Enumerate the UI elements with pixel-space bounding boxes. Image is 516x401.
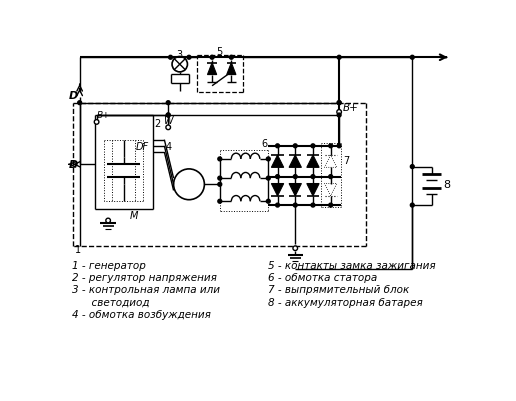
Text: 6 - обмотка статора: 6 - обмотка статора bbox=[267, 272, 377, 282]
Text: 7: 7 bbox=[343, 155, 349, 165]
Circle shape bbox=[218, 177, 222, 180]
Text: 2: 2 bbox=[154, 118, 160, 128]
Polygon shape bbox=[289, 184, 301, 196]
Circle shape bbox=[266, 200, 270, 204]
Circle shape bbox=[311, 204, 315, 207]
Circle shape bbox=[218, 183, 222, 187]
Text: M: M bbox=[130, 211, 138, 221]
Text: 2 - регулятор напряжения: 2 - регулятор напряжения bbox=[72, 272, 217, 282]
Circle shape bbox=[337, 101, 341, 105]
Polygon shape bbox=[271, 156, 284, 168]
Circle shape bbox=[337, 114, 341, 117]
Circle shape bbox=[337, 56, 341, 60]
Text: B+: B+ bbox=[342, 103, 358, 113]
Circle shape bbox=[410, 165, 414, 169]
Polygon shape bbox=[227, 63, 236, 75]
Circle shape bbox=[293, 175, 297, 179]
Text: светодиод: светодиод bbox=[72, 297, 150, 307]
Text: 1: 1 bbox=[75, 244, 81, 254]
Circle shape bbox=[410, 56, 414, 60]
Circle shape bbox=[266, 158, 270, 162]
Circle shape bbox=[329, 204, 333, 207]
Circle shape bbox=[169, 56, 172, 60]
Text: 5 - контакты замка зажигания: 5 - контакты замка зажигания bbox=[267, 260, 435, 270]
Polygon shape bbox=[289, 156, 301, 168]
Text: 8 - аккумуляторная батарея: 8 - аккумуляторная батарея bbox=[267, 297, 422, 307]
Text: 3: 3 bbox=[176, 50, 183, 60]
Circle shape bbox=[293, 246, 298, 251]
Circle shape bbox=[276, 175, 280, 179]
Circle shape bbox=[187, 56, 191, 60]
Circle shape bbox=[78, 101, 82, 105]
Circle shape bbox=[166, 101, 170, 105]
Text: 7 - выпрямительный блок: 7 - выпрямительный блок bbox=[267, 285, 409, 295]
Circle shape bbox=[94, 120, 99, 125]
Circle shape bbox=[337, 101, 341, 105]
Text: 6: 6 bbox=[262, 139, 267, 149]
Polygon shape bbox=[271, 184, 284, 196]
Circle shape bbox=[166, 126, 170, 130]
Circle shape bbox=[166, 114, 170, 117]
Circle shape bbox=[218, 200, 222, 204]
Text: 4: 4 bbox=[165, 142, 171, 152]
Circle shape bbox=[293, 204, 297, 207]
Circle shape bbox=[329, 175, 333, 179]
Text: 1 - генератор: 1 - генератор bbox=[72, 260, 146, 270]
Text: W: W bbox=[164, 115, 173, 125]
Text: 8: 8 bbox=[443, 180, 450, 190]
Circle shape bbox=[311, 175, 315, 179]
Circle shape bbox=[166, 114, 170, 117]
Text: B+: B+ bbox=[96, 110, 110, 119]
Circle shape bbox=[329, 144, 333, 148]
Text: DF: DF bbox=[136, 142, 149, 152]
Text: 3 - контрольная лампа или: 3 - контрольная лампа или bbox=[72, 285, 220, 295]
Circle shape bbox=[106, 219, 110, 223]
Circle shape bbox=[337, 144, 341, 148]
Circle shape bbox=[276, 204, 280, 207]
Circle shape bbox=[218, 158, 222, 162]
Circle shape bbox=[276, 144, 280, 148]
Circle shape bbox=[311, 144, 315, 148]
Circle shape bbox=[410, 204, 414, 207]
Text: 4 - обмотка возбуждения: 4 - обмотка возбуждения bbox=[72, 309, 211, 319]
Polygon shape bbox=[307, 156, 319, 168]
Polygon shape bbox=[207, 63, 217, 75]
Text: D: D bbox=[69, 160, 78, 170]
Polygon shape bbox=[307, 184, 319, 196]
Text: D: D bbox=[69, 91, 78, 101]
Text: 5: 5 bbox=[217, 47, 223, 57]
Circle shape bbox=[293, 144, 297, 148]
Circle shape bbox=[230, 56, 233, 60]
Circle shape bbox=[266, 177, 270, 180]
Circle shape bbox=[210, 56, 214, 60]
Circle shape bbox=[337, 110, 342, 115]
